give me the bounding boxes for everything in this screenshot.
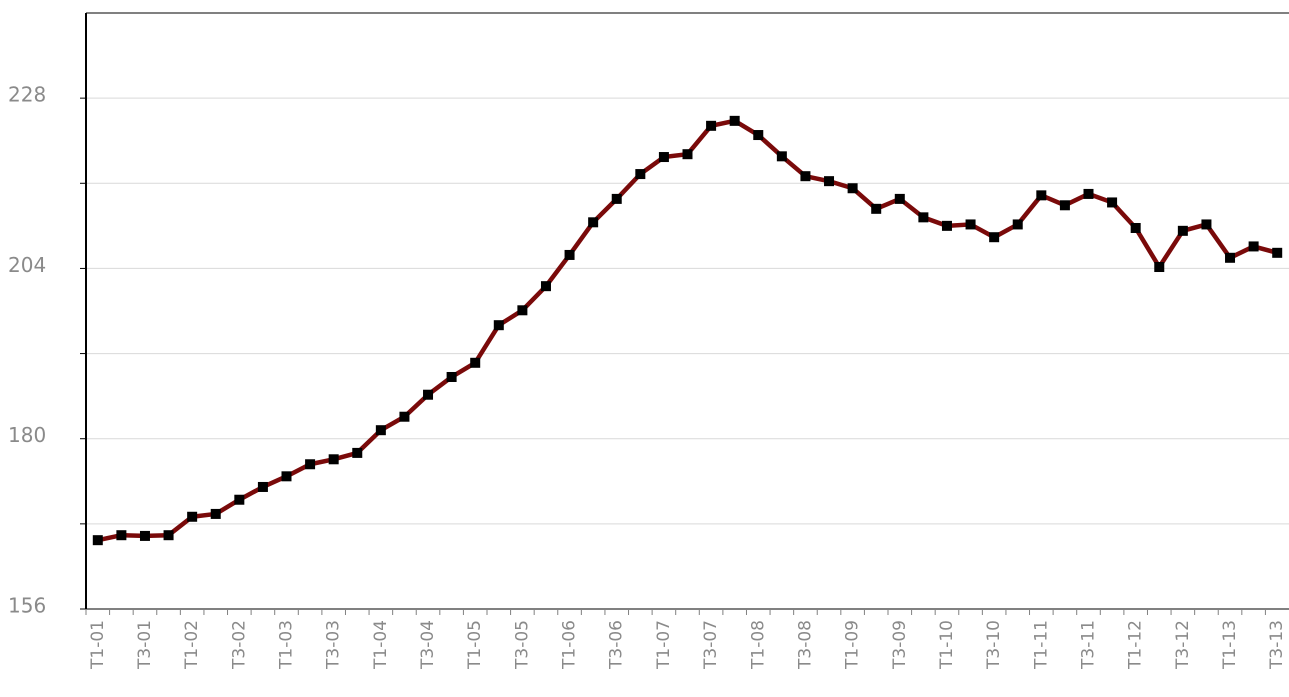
x-tick-label: T3-11 bbox=[1079, 620, 1099, 670]
data-point bbox=[187, 511, 198, 522]
data-point bbox=[729, 115, 740, 126]
data-point bbox=[1248, 241, 1259, 252]
data-point bbox=[399, 411, 410, 422]
x-tick-label: T1-04 bbox=[371, 620, 391, 670]
x-tick-label: T3-04 bbox=[418, 620, 438, 670]
x-tick-label: T3-12 bbox=[1173, 620, 1193, 670]
x-tick-label: T1-01 bbox=[88, 620, 108, 670]
x-tick-label: T1-08 bbox=[748, 620, 768, 670]
data-point bbox=[210, 508, 221, 519]
x-tick-label: T1-02 bbox=[182, 620, 202, 670]
data-point bbox=[753, 130, 764, 141]
data-point bbox=[824, 176, 835, 187]
data-point bbox=[588, 217, 599, 228]
y-tick-label: 180 bbox=[8, 423, 46, 447]
data-point bbox=[423, 389, 434, 400]
x-tick-label: T3-07 bbox=[701, 620, 721, 670]
data-point bbox=[871, 203, 882, 214]
data-point bbox=[1059, 200, 1070, 211]
data-point bbox=[257, 481, 268, 492]
data-point bbox=[234, 494, 245, 505]
data-point bbox=[1012, 219, 1023, 230]
data-point bbox=[706, 120, 717, 131]
x-tick-label: T1-13 bbox=[1220, 620, 1240, 670]
data-point bbox=[517, 305, 528, 316]
data-point bbox=[847, 183, 858, 194]
data-point bbox=[941, 220, 952, 231]
x-tick-label: T1-07 bbox=[654, 620, 674, 670]
data-point bbox=[1130, 222, 1141, 233]
data-point bbox=[1036, 190, 1047, 201]
data-point bbox=[1107, 197, 1118, 208]
y-tick-label: 228 bbox=[8, 83, 46, 107]
y-tick-label: 156 bbox=[8, 594, 46, 618]
data-point bbox=[800, 171, 811, 182]
data-point bbox=[352, 447, 363, 458]
x-tick-label: T1-10 bbox=[937, 620, 957, 670]
y-tick-label: 204 bbox=[8, 253, 46, 277]
data-point bbox=[635, 169, 646, 180]
data-point bbox=[1177, 225, 1188, 236]
data-point bbox=[611, 193, 622, 204]
data-point bbox=[305, 459, 316, 470]
data-point bbox=[682, 149, 693, 160]
x-tick-label: T3-01 bbox=[135, 620, 155, 670]
data-point bbox=[328, 454, 339, 465]
data-point bbox=[658, 152, 669, 163]
x-tick-label: T3-06 bbox=[607, 620, 627, 670]
data-point bbox=[1201, 219, 1212, 230]
x-tick-label: T3-10 bbox=[984, 620, 1004, 670]
data-point bbox=[564, 249, 575, 260]
data-point bbox=[1083, 188, 1094, 199]
data-point bbox=[776, 151, 787, 162]
x-tick-label: T3-13 bbox=[1267, 620, 1287, 670]
x-tick-label: T1-11 bbox=[1031, 620, 1051, 670]
x-tick-label: T1-03 bbox=[277, 620, 297, 670]
data-point bbox=[1154, 262, 1165, 273]
x-tick-label: T1-05 bbox=[465, 620, 485, 670]
data-point bbox=[493, 320, 504, 331]
data-point bbox=[139, 530, 150, 541]
data-point bbox=[1272, 247, 1283, 258]
data-point bbox=[894, 193, 905, 204]
data-point bbox=[116, 530, 127, 541]
x-tick-label: T1-09 bbox=[843, 620, 863, 670]
x-tick-label: T3-03 bbox=[324, 620, 344, 670]
data-point bbox=[375, 425, 386, 436]
data-point bbox=[446, 371, 457, 382]
data-point bbox=[92, 535, 103, 546]
x-tick-label: T3-05 bbox=[512, 620, 532, 670]
data-point bbox=[540, 281, 551, 292]
x-tick-label: T1-12 bbox=[1126, 620, 1146, 670]
data-point bbox=[470, 357, 481, 368]
x-tick-label: T3-09 bbox=[890, 620, 910, 670]
x-tick-label: T1-06 bbox=[560, 620, 580, 670]
data-point bbox=[1225, 252, 1236, 263]
x-tick-label: T3-08 bbox=[795, 620, 815, 670]
data-point bbox=[989, 232, 1000, 243]
data-point bbox=[918, 212, 929, 223]
data-point bbox=[163, 530, 174, 541]
x-tick-label: T3-02 bbox=[229, 620, 249, 670]
data-point bbox=[281, 471, 292, 482]
data-point bbox=[965, 219, 976, 230]
